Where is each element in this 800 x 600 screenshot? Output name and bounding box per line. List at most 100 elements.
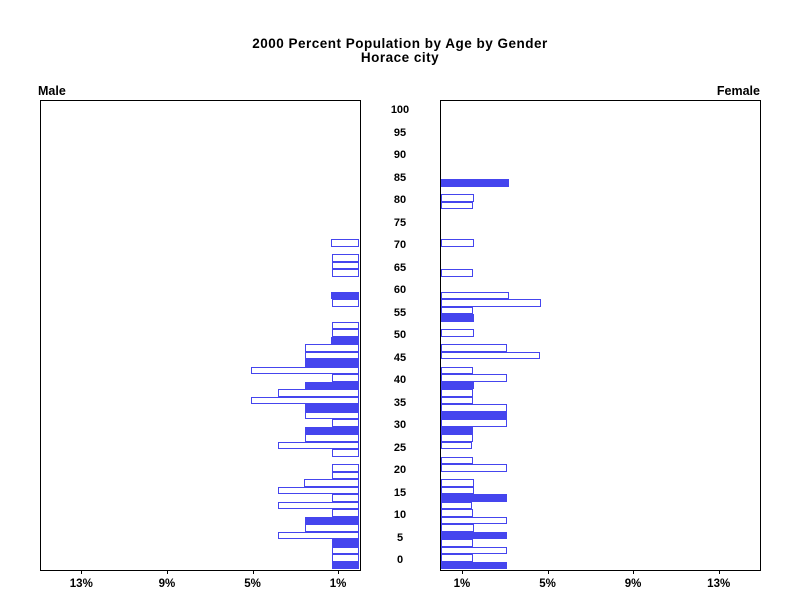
age-axis-label-0: 0 bbox=[396, 554, 404, 566]
bar-male-age-33.3 bbox=[304, 411, 360, 419]
bar-female-age-13.3 bbox=[440, 501, 472, 509]
bar-female-age-85 bbox=[440, 179, 510, 187]
bar-female-age-1.7 bbox=[440, 554, 473, 562]
bar-female-age-56.7 bbox=[440, 306, 473, 314]
bar-female-age-0 bbox=[440, 561, 508, 569]
bar-male-age-8.3 bbox=[304, 524, 360, 532]
bar-female-age-18.3 bbox=[440, 479, 474, 487]
bar-male-age-65 bbox=[331, 269, 360, 277]
male-panel-label: Male bbox=[38, 84, 66, 98]
bar-female-age-15 bbox=[440, 494, 508, 502]
bar-male-age-38.3 bbox=[278, 389, 360, 397]
pct-tick-label-male-1: 1% bbox=[329, 578, 347, 590]
bar-male-age-45 bbox=[304, 359, 360, 367]
age-axis-label-55: 55 bbox=[393, 306, 407, 319]
bar-male-age-25 bbox=[331, 449, 360, 457]
age-axis-label-85: 85 bbox=[393, 171, 407, 184]
age-axis-label-80: 80 bbox=[393, 194, 407, 206]
bar-female-age-58.3 bbox=[440, 299, 541, 307]
bar-female-age-81.7 bbox=[440, 194, 475, 202]
bar-male-age-28.3 bbox=[304, 434, 360, 442]
pct-tick-label-male-5: 5% bbox=[244, 578, 261, 590]
pct-tick-label-female-1: 1% bbox=[453, 578, 471, 590]
bar-male-age-36.7 bbox=[251, 396, 360, 404]
bar-female-age-21.7 bbox=[440, 464, 508, 472]
bar-male-age-0 bbox=[331, 561, 360, 569]
age-axis-label-10: 10 bbox=[393, 509, 407, 521]
bar-male-age-15 bbox=[331, 494, 360, 502]
age-axis-label-25: 25 bbox=[393, 441, 407, 454]
bar-male-age-16.7 bbox=[278, 486, 360, 494]
pct-tick-female-1 bbox=[461, 570, 463, 574]
bar-female-age-33.3 bbox=[440, 411, 508, 419]
age-axis-label-30: 30 bbox=[393, 419, 407, 431]
pct-tick-label-male-9: 9% bbox=[158, 578, 176, 590]
bar-male-age-18.3 bbox=[303, 479, 360, 487]
bar-female-age-65 bbox=[440, 269, 474, 277]
bar-male-age-48.3 bbox=[304, 344, 360, 352]
bar-female-age-35 bbox=[440, 404, 508, 412]
pct-tick-female-5 bbox=[547, 570, 549, 574]
chart-subtitle: Horace city bbox=[360, 50, 440, 65]
bar-male-age-51.7 bbox=[331, 329, 360, 337]
bar-male-age-5 bbox=[331, 539, 360, 547]
bar-female-age-40 bbox=[440, 381, 474, 389]
chart-title: 2000 Percent Population by Age by Gender bbox=[252, 36, 548, 51]
bar-male-age-35 bbox=[304, 404, 360, 412]
age-axis-label-90: 90 bbox=[393, 149, 407, 161]
bar-male-age-68.3 bbox=[331, 254, 360, 262]
bar-female-age-5 bbox=[440, 539, 473, 547]
pct-tick-label-female-13: 13% bbox=[707, 578, 731, 590]
bar-female-age-8.3 bbox=[440, 524, 474, 532]
bar-male-age-1.7 bbox=[331, 554, 360, 562]
bar-male-age-66.7 bbox=[331, 261, 360, 269]
bar-female-age-60 bbox=[440, 291, 509, 299]
male-panel bbox=[40, 100, 361, 571]
age-axis-label-100: 100 bbox=[390, 104, 410, 116]
female-panel-label: Female bbox=[716, 84, 760, 98]
bar-male-age-6.7 bbox=[278, 531, 360, 539]
bar-female-age-6.7 bbox=[440, 531, 508, 539]
pct-tick-label-male-13: 13% bbox=[69, 578, 93, 590]
bar-female-age-71.7 bbox=[440, 239, 474, 247]
bar-male-age-26.7 bbox=[278, 441, 360, 449]
bar-male-age-13.3 bbox=[278, 501, 360, 509]
bar-male-age-46.7 bbox=[304, 351, 360, 359]
bar-male-age-43.3 bbox=[251, 366, 360, 374]
bar-male-age-71.7 bbox=[330, 239, 360, 247]
bar-male-age-50 bbox=[330, 336, 360, 344]
bar-male-age-60 bbox=[330, 291, 360, 299]
pct-tick-male-13 bbox=[81, 570, 83, 574]
pct-tick-male-5 bbox=[252, 570, 254, 574]
bar-female-age-31.7 bbox=[440, 419, 508, 427]
pct-tick-label-female-5: 5% bbox=[539, 578, 556, 590]
bar-male-age-53.3 bbox=[331, 321, 360, 329]
age-axis-label-35: 35 bbox=[393, 396, 407, 409]
pct-tick-female-9 bbox=[633, 570, 635, 574]
age-axis-label-20: 20 bbox=[393, 464, 407, 476]
bar-male-age-41.7 bbox=[331, 374, 360, 382]
age-axis-label-65: 65 bbox=[393, 261, 407, 274]
bar-male-age-58.3 bbox=[331, 299, 360, 307]
bar-female-age-36.7 bbox=[440, 396, 473, 404]
bar-female-age-10 bbox=[440, 516, 508, 524]
age-axis-label-40: 40 bbox=[393, 374, 407, 386]
age-axis-label-70: 70 bbox=[393, 239, 407, 251]
age-axis-label-15: 15 bbox=[393, 486, 407, 499]
bar-female-age-26.7 bbox=[440, 441, 472, 449]
age-axis-label-60: 60 bbox=[393, 284, 407, 296]
bar-female-age-51.7 bbox=[440, 329, 474, 337]
bar-female-age-48.3 bbox=[440, 344, 508, 352]
bar-female-age-38.3 bbox=[440, 389, 473, 397]
pct-tick-label-female-9: 9% bbox=[624, 578, 642, 590]
bar-female-age-43.3 bbox=[440, 366, 473, 374]
bar-female-age-28.3 bbox=[440, 434, 473, 442]
bar-female-age-3.3 bbox=[440, 546, 508, 554]
pct-tick-male-1 bbox=[338, 570, 340, 574]
age-axis-label-45: 45 bbox=[393, 351, 407, 364]
bar-male-age-3.3 bbox=[331, 546, 360, 554]
bar-male-age-20 bbox=[331, 471, 360, 479]
bar-female-age-80 bbox=[440, 201, 474, 209]
bar-female-age-55 bbox=[440, 314, 474, 322]
